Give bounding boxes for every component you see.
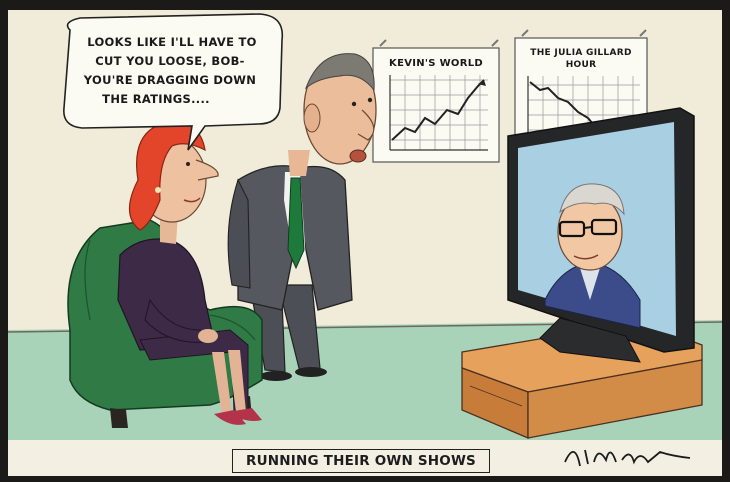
speech-line-3: YOU'RE DRAGGING DOWN bbox=[83, 73, 256, 87]
speech-line-2: CUT YOU LOOSE, BOB- bbox=[95, 54, 244, 68]
tv-presenter bbox=[544, 183, 641, 329]
seated-woman bbox=[117, 121, 262, 425]
left-chart-poster: KEVIN'S WORLD bbox=[372, 39, 500, 163]
standing-man bbox=[227, 53, 377, 381]
speech-bubble: LOOKS LIKE I'LL HAVE TO CUT YOU LOOSE, B… bbox=[63, 13, 284, 151]
rising-trend-line bbox=[391, 79, 485, 141]
television bbox=[507, 107, 695, 363]
green-tie bbox=[287, 177, 305, 270]
artist-signature bbox=[564, 449, 691, 467]
right-chart-title-line-2: HOUR bbox=[566, 60, 597, 70]
right-chart-title-line-1: THE JULIA GILLARD bbox=[530, 48, 631, 58]
speech-line-4: THE RATINGS.... bbox=[102, 92, 210, 106]
left-chart-title: KEVIN'S WORLD bbox=[389, 58, 483, 69]
falling-trend-line bbox=[529, 81, 599, 131]
speech-line-1: LOOKS LIKE I'LL HAVE TO bbox=[87, 35, 257, 49]
caption: RUNNING THEIR OWN SHOWS bbox=[232, 449, 490, 473]
